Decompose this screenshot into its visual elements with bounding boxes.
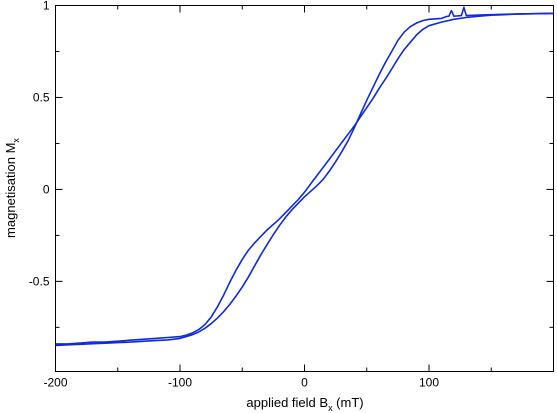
y-tick-label: 0.5 (33, 90, 50, 104)
plot-frame (55, 5, 554, 372)
y-tick-labels: -0.5 0 0.5 1 (29, 0, 50, 288)
x-tick-label: 100 (419, 376, 439, 390)
x-tick-label: -100 (168, 376, 192, 390)
ascending-branch-line (55, 12, 554, 345)
axis-ticks (55, 5, 554, 372)
y-tick-label: 1 (43, 0, 50, 13)
y-tick-label: 0 (43, 182, 50, 196)
hysteresis-curves (55, 6, 554, 347)
y-axis-title: magnetisation Mx (3, 138, 21, 238)
x-tick-label: -200 (43, 376, 67, 390)
x-tick-labels: -200 -100 0 100 (43, 376, 439, 390)
y-tick-label: -0.5 (29, 274, 50, 288)
descending-branch-line (55, 6, 554, 347)
x-tick-label: 0 (301, 376, 308, 390)
x-axis-title: applied field Bx (mT) (246, 395, 363, 413)
